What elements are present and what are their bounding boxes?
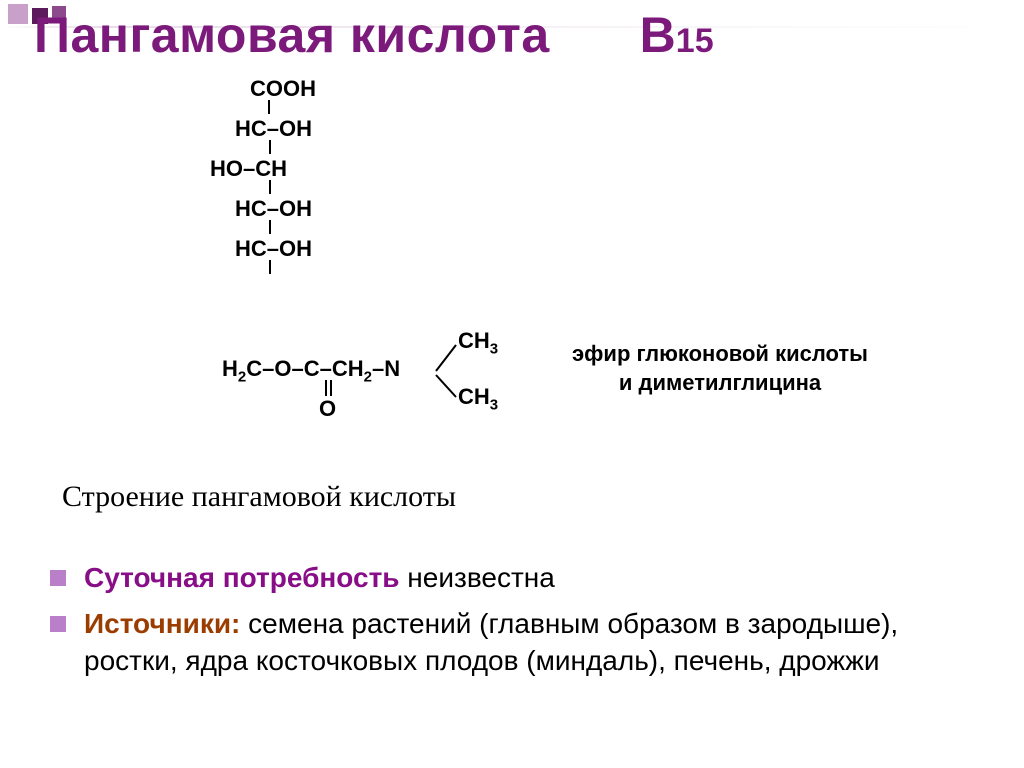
slide-title-suffix: В15 bbox=[640, 6, 714, 64]
structure-caption: Строение пангамовой кислоты bbox=[62, 480, 456, 514]
chem-text: HC–OH bbox=[235, 116, 312, 141]
chem-sub: 3 bbox=[490, 396, 498, 413]
chem-bottom-chain: H2C–O–C–CH2–N bbox=[222, 358, 400, 384]
bullet-accent: Суточная потребность bbox=[84, 562, 400, 593]
slide-title-row: Пангамовая кислота В15 bbox=[34, 6, 714, 64]
chem-text: CH bbox=[458, 384, 490, 409]
chem-text: H bbox=[222, 356, 238, 381]
chem-sub: 3 bbox=[490, 340, 498, 357]
chem-text: HC–OH bbox=[235, 236, 312, 261]
chem-sub: 2 bbox=[364, 368, 372, 385]
bullet-text: Источники: семена растений (главным обра… bbox=[84, 606, 984, 679]
chem-text: CH bbox=[458, 328, 490, 353]
suffix-letter: В bbox=[640, 7, 676, 63]
chem-ch3-top: CH3 bbox=[458, 330, 498, 356]
bullet-icon bbox=[50, 570, 66, 586]
chem-text: HC–OH bbox=[235, 196, 312, 221]
chemical-structure: COOH HC–OH HO–CH HC–OH HC–OH H2C–O–C–CH2… bbox=[210, 78, 287, 198]
bullet-list: Суточная потребность неизвестна Источник… bbox=[50, 560, 984, 689]
chem-sub: 2 bbox=[238, 368, 246, 385]
bullet-item: Суточная потребность неизвестна bbox=[50, 560, 984, 596]
chem-oxygen: O bbox=[319, 398, 336, 420]
slide-title: Пангамовая кислота bbox=[34, 6, 550, 64]
side-note-line: эфир глюконовой кислоты bbox=[520, 340, 920, 369]
decoration-square bbox=[8, 4, 28, 24]
chem-n-bonds bbox=[432, 333, 462, 403]
chem-text: COOH bbox=[250, 76, 316, 101]
chem-text: C–O–C–CH bbox=[246, 356, 363, 381]
side-note: эфир глюконовой кислоты и диметилглицина bbox=[520, 340, 920, 397]
bullet-accent: Источники: bbox=[84, 608, 240, 639]
bullet-icon bbox=[50, 616, 66, 632]
chem-ch3-bot: CH3 bbox=[458, 386, 498, 412]
side-note-line: и диметилглицина bbox=[520, 369, 920, 398]
bullet-item: Источники: семена растений (главным обра… bbox=[50, 606, 984, 679]
bullet-rest: неизвестна bbox=[400, 562, 555, 593]
bullet-text: Суточная потребность неизвестна bbox=[84, 560, 555, 596]
chem-text: HO–CH bbox=[210, 156, 287, 181]
suffix-number: 15 bbox=[676, 22, 714, 60]
chem-text: –N bbox=[372, 356, 400, 381]
